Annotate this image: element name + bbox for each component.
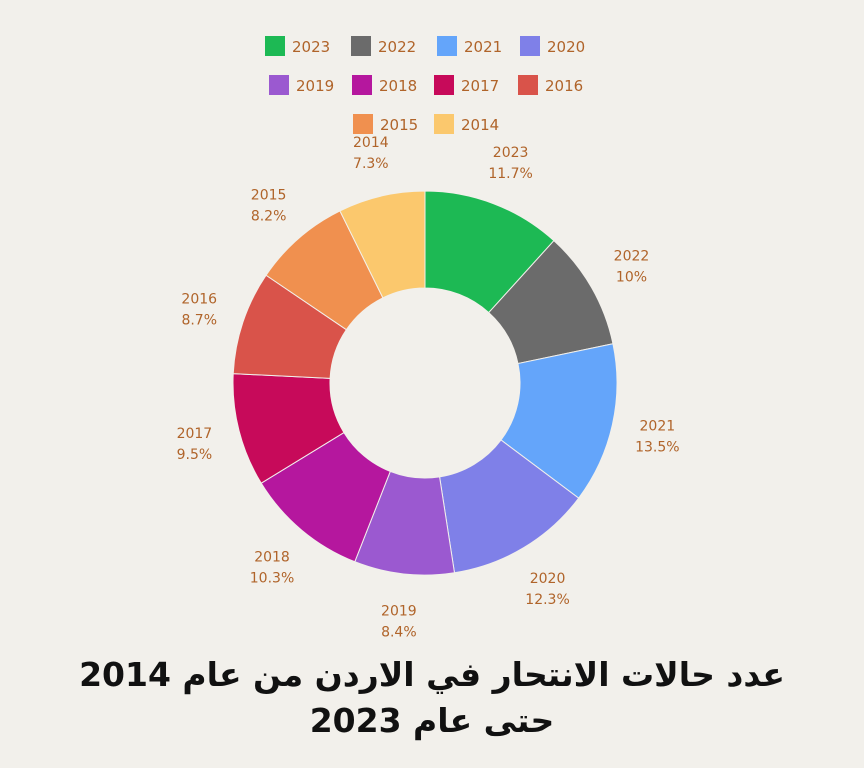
slice-label-year: 2014 [353,135,389,151]
legend-swatch [351,36,371,56]
legend: 2023 2022 2021 2020 2019 2018 2017 2016 2015 2014 [265,36,585,134]
legend-swatch [437,36,457,56]
slice-label-2018: 2018 10.3% [250,549,294,586]
slice-label-year: 2016 [181,292,217,308]
legend-swatch [269,75,289,95]
legend-item-2023: 2023 [265,36,330,56]
donut-slices [232,190,618,576]
slice-label-year: 2018 [254,549,290,565]
legend-swatch [265,36,285,56]
chart-title: عدد حالات الانتحار في الاردن من عام 2014… [0,652,864,744]
slice-label-year: 2022 [614,249,650,265]
slice-label-2023: 2023 11.7% [488,145,532,182]
legend-label: 2019 [296,77,334,95]
legend-item-2019: 2019 [269,75,334,95]
legend-swatch [520,36,540,56]
slice-label-percent: 8.4% [381,625,417,641]
slice-label-2014: 2014 7.3% [353,135,389,172]
slice-label-percent: 8.2% [251,209,287,225]
chart-title-line-2: حتى عام 2023 [309,701,555,740]
legend-label: 2016 [545,77,583,95]
slice-label-2017: 2017 9.5% [177,426,213,463]
slice-label-2019: 2019 8.4% [381,604,417,641]
legend-swatch [434,75,454,95]
slice-label-year: 2021 [640,419,676,435]
slice-label-percent: 12.3% [525,592,569,608]
legend-item-2021: 2021 [437,36,502,56]
legend-swatch [434,114,454,134]
slice-label-percent: 9.5% [177,447,213,463]
slice-label-percent: 7.3% [353,156,389,172]
slice-label-2016: 2016 8.7% [181,292,217,329]
chart-title-line-1: عدد حالات الانتحار في الاردن من عام 2014 [79,655,785,694]
legend-item-2016: 2016 [518,75,583,95]
legend-label: 2015 [380,116,418,134]
legend-swatch [518,75,538,95]
slice-label-year: 2023 [493,145,529,161]
legend-label: 2021 [464,38,502,56]
legend-item-2022: 2022 [351,36,416,56]
slice-label-2022: 2022 10% [614,249,650,286]
legend-item-2018: 2018 [352,75,417,95]
legend-label: 2020 [547,38,585,56]
legend-label: 2017 [461,77,499,95]
legend-item-2020: 2020 [520,36,585,56]
slice-label-percent: 13.5% [635,440,679,456]
slice-label-year: 2015 [251,188,287,204]
legend-item-2015: 2015 [353,114,418,134]
slice-labels: 2023 11.7% 2022 10% 2021 13.5% 2020 12.3% 2019 8.… [177,135,680,640]
donut-slice-2014 [339,190,426,299]
legend-item-2014: 2014 [434,114,499,134]
slice-label-percent: 11.7% [488,166,532,182]
legend-swatch [353,114,373,134]
slice-label-year: 2019 [381,604,417,620]
legend-item-2017: 2017 [434,75,499,95]
donut-slice-2021 [500,343,618,499]
legend-label: 2014 [461,116,499,134]
slice-label-2020: 2020 12.3% [525,571,569,608]
legend-swatch [352,75,372,95]
slice-label-2021: 2021 13.5% [635,419,679,456]
slice-label-percent: 8.7% [181,313,217,329]
legend-label: 2018 [379,77,417,95]
legend-label: 2022 [378,38,416,56]
legend-label: 2023 [292,38,330,56]
slice-label-percent: 10.3% [250,570,294,586]
slice-label-percent: 10% [616,270,647,286]
slice-label-year: 2017 [177,426,213,442]
slice-label-2015: 2015 8.2% [251,188,287,225]
slice-label-year: 2020 [530,571,566,587]
